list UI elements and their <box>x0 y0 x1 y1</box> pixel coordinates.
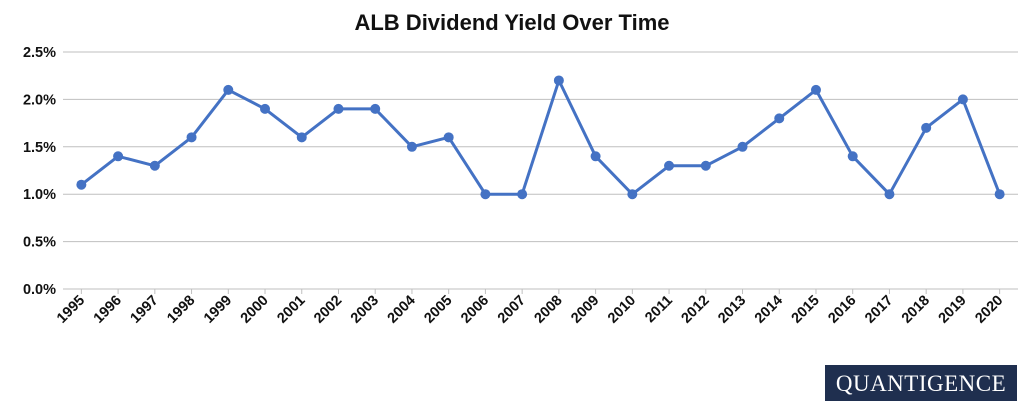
x-tick-label: 1998 <box>164 293 198 327</box>
x-tick-label: 2018 <box>899 293 933 327</box>
x-tick-label: 2017 <box>862 293 896 327</box>
data-point <box>884 189 895 200</box>
x-tick-label: 2004 <box>385 293 419 327</box>
x-tick-label: 2007 <box>495 293 529 327</box>
x-tick-label: 2013 <box>715 293 749 327</box>
data-point <box>296 132 307 143</box>
x-tick-label: 2020 <box>972 293 1006 327</box>
data-point <box>774 113 785 124</box>
x-tick-label: 2009 <box>568 293 602 327</box>
data-point <box>223 84 234 95</box>
y-tick-label: 2.0% <box>23 92 56 108</box>
data-point <box>480 189 491 200</box>
x-tick-label: 2005 <box>421 293 455 327</box>
data-point <box>333 103 344 114</box>
x-axis-ticks: 1995 1996 1997 1998 1999 2000 2001 2002 2003 2004… <box>54 289 1006 327</box>
data-point <box>370 103 381 114</box>
series-line <box>79 78 1002 196</box>
y-tick-label: 0.0% <box>23 282 56 298</box>
x-tick-label: 2006 <box>458 293 492 327</box>
x-tick-label: 2014 <box>752 293 786 327</box>
data-point <box>627 189 638 200</box>
x-tick-label: 2001 <box>274 293 308 327</box>
data-point <box>260 103 271 114</box>
x-tick-label: 1997 <box>128 293 162 327</box>
gridlines <box>63 51 1018 290</box>
y-axis-ticks: 0.0% 0.5% 1.0% 1.5% 2.0% 2.5% <box>23 45 56 298</box>
data-point <box>443 132 454 143</box>
x-tick-label: 2016 <box>825 293 859 327</box>
x-tick-label: 1995 <box>54 293 88 327</box>
data-point <box>76 179 87 190</box>
series-yield <box>76 75 1005 200</box>
data-point <box>664 160 675 171</box>
data-point <box>847 151 858 162</box>
watermark-text: QUANTIGENCE <box>836 371 1006 396</box>
x-tick-label: 2010 <box>605 293 639 327</box>
data-point <box>737 141 748 152</box>
y-tick-label: 2.5% <box>23 45 56 61</box>
data-point <box>590 151 601 162</box>
x-tick-label: 2002 <box>311 293 345 327</box>
x-tick-label: 2011 <box>642 293 676 327</box>
x-tick-label: 2000 <box>238 293 272 327</box>
data-point <box>517 189 528 200</box>
chart-title: ALB Dividend Yield Over Time <box>354 10 669 35</box>
data-point <box>994 189 1005 200</box>
data-point <box>149 160 160 171</box>
y-tick-label: 1.5% <box>23 140 56 156</box>
x-tick-label: 2015 <box>789 293 823 327</box>
x-tick-label: 2008 <box>532 293 566 327</box>
x-tick-label: 1996 <box>91 293 125 327</box>
y-tick-label: 1.0% <box>23 187 56 203</box>
x-tick-label: 2019 <box>936 293 970 327</box>
data-point <box>113 151 124 162</box>
data-point <box>921 122 932 133</box>
data-point <box>553 75 564 86</box>
y-tick-label: 0.5% <box>23 235 56 251</box>
x-tick-label: 2003 <box>348 293 382 327</box>
data-point <box>700 160 711 171</box>
x-tick-label: 2012 <box>678 293 712 327</box>
data-point <box>810 84 821 95</box>
quantigence-watermark: QUANTIGENCE <box>825 365 1017 401</box>
data-point <box>186 132 197 143</box>
data-point <box>957 94 968 105</box>
watermark-background <box>825 365 1017 401</box>
data-point <box>406 141 417 152</box>
x-tick-label: 1999 <box>201 293 235 327</box>
